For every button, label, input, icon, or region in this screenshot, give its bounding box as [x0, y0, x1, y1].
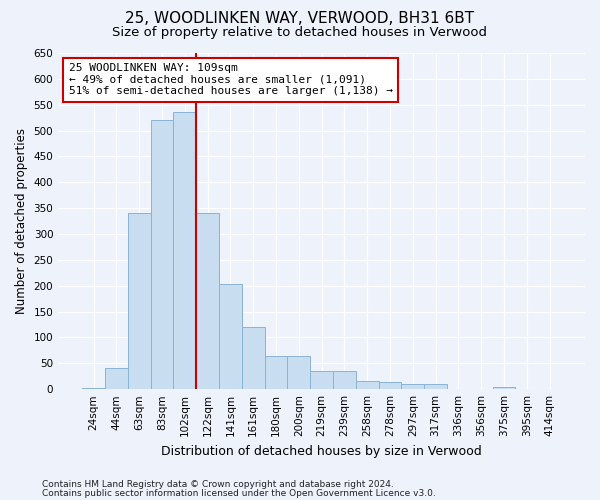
Bar [173, 112, 196, 389]
Bar [82, 388, 105, 389]
Text: 25, WOODLINKEN WAY, VERWOOD, BH31 6BT: 25, WOODLINKEN WAY, VERWOOD, BH31 6BT [125, 11, 475, 26]
Bar [265, 356, 287, 389]
Bar [333, 370, 356, 389]
Bar [287, 356, 310, 389]
Bar [470, 388, 493, 389]
Text: 25 WOODLINKEN WAY: 109sqm
← 49% of detached houses are smaller (1,091)
51% of se: 25 WOODLINKEN WAY: 109sqm ← 49% of detac… [69, 63, 393, 96]
Bar [196, 214, 219, 389]
X-axis label: Distribution of detached houses by size in Verwood: Distribution of detached houses by size … [161, 444, 482, 458]
Text: Contains public sector information licensed under the Open Government Licence v3: Contains public sector information licen… [42, 489, 436, 498]
Bar [242, 327, 265, 389]
Bar [447, 388, 470, 389]
Bar [538, 388, 561, 389]
Bar [515, 388, 538, 389]
Bar [356, 381, 379, 389]
Text: Size of property relative to detached houses in Verwood: Size of property relative to detached ho… [113, 26, 487, 39]
Bar [151, 120, 173, 389]
Bar [310, 370, 333, 389]
Bar [219, 284, 242, 389]
Bar [401, 384, 424, 389]
Bar [105, 368, 128, 389]
Bar [424, 384, 447, 389]
Bar [128, 214, 151, 389]
Bar [379, 382, 401, 389]
Bar [493, 386, 515, 389]
Text: Contains HM Land Registry data © Crown copyright and database right 2024.: Contains HM Land Registry data © Crown c… [42, 480, 394, 489]
Y-axis label: Number of detached properties: Number of detached properties [15, 128, 28, 314]
